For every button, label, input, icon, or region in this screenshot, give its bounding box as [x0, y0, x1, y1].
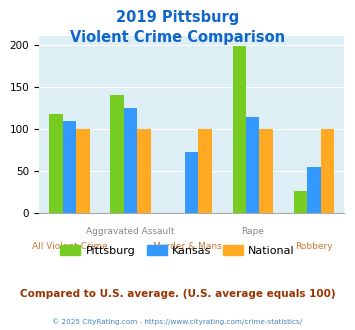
Text: 2019 Pittsburg: 2019 Pittsburg [116, 10, 239, 25]
Bar [260, 129, 273, 213]
Legend: Pittsburg, Kansas, National: Pittsburg, Kansas, National [56, 241, 299, 260]
Bar [198, 129, 212, 213]
Bar [49, 114, 63, 213]
Text: Aggravated Assault: Aggravated Assault [86, 227, 175, 236]
Bar [185, 152, 198, 213]
Bar [63, 121, 76, 213]
Text: Murder & Mans...: Murder & Mans... [153, 242, 230, 251]
Text: Compared to U.S. average. (U.S. average equals 100): Compared to U.S. average. (U.S. average … [20, 289, 335, 299]
Bar [233, 47, 246, 213]
Bar [137, 129, 151, 213]
Text: Robbery: Robbery [295, 242, 333, 251]
Text: © 2025 CityRating.com - https://www.cityrating.com/crime-statistics/: © 2025 CityRating.com - https://www.city… [53, 318, 302, 325]
Bar [294, 191, 307, 213]
Bar [124, 108, 137, 213]
Bar [307, 167, 321, 213]
Bar [321, 129, 334, 213]
Bar [110, 95, 124, 213]
Bar [76, 129, 90, 213]
Text: All Violent Crime: All Violent Crime [32, 242, 108, 251]
Bar [246, 117, 260, 213]
Text: Rape: Rape [241, 227, 264, 236]
Text: Violent Crime Comparison: Violent Crime Comparison [70, 30, 285, 45]
